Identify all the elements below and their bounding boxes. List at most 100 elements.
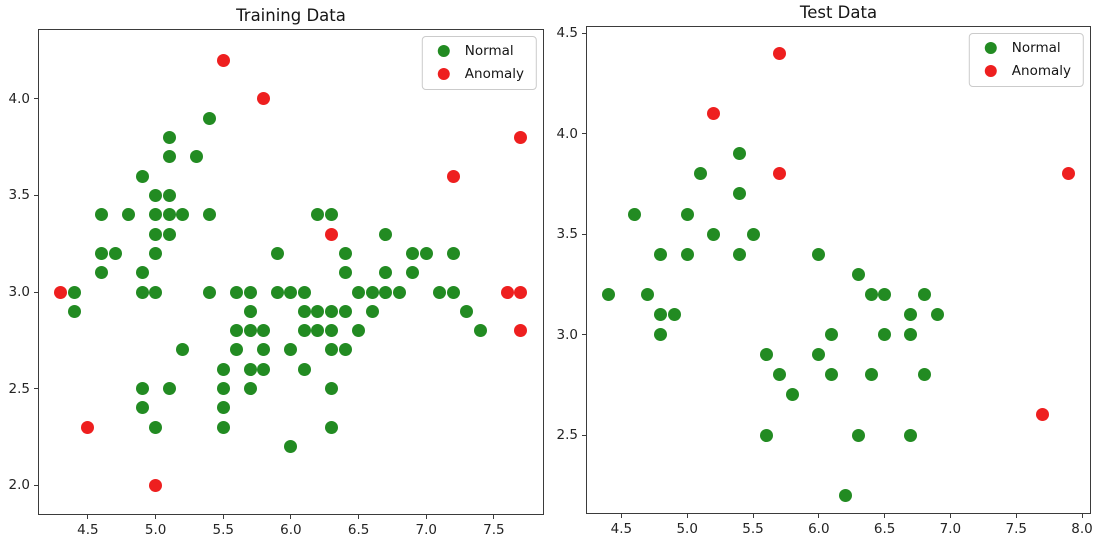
legend-item-normal: Normal xyxy=(978,40,1071,56)
data-point-normal xyxy=(243,382,257,396)
data-point-normal xyxy=(851,267,865,281)
y-tick xyxy=(34,98,38,100)
data-point-normal xyxy=(189,150,203,164)
data-point-normal xyxy=(707,227,721,241)
data-point-normal xyxy=(230,324,244,338)
data-point-normal xyxy=(297,324,311,338)
data-point-normal xyxy=(680,247,694,261)
data-point-normal xyxy=(149,227,163,241)
x-tick-label: 8.0 xyxy=(1071,521,1093,537)
training-plot-legend: Normal Anomaly xyxy=(421,36,537,90)
data-point-normal xyxy=(446,285,460,299)
data-point-normal xyxy=(311,304,325,318)
y-tick-label: 2.0 xyxy=(8,477,30,494)
data-point-normal xyxy=(270,246,284,260)
data-point-anomaly xyxy=(500,285,514,299)
data-point-anomaly xyxy=(81,420,95,434)
data-point-normal xyxy=(338,246,352,260)
data-point-normal xyxy=(325,208,339,222)
data-point-normal xyxy=(257,343,271,357)
data-point-normal xyxy=(379,227,393,241)
data-point-normal xyxy=(108,246,122,260)
legend-label-anomaly: Anomaly xyxy=(1011,63,1071,79)
x-tick xyxy=(290,515,292,519)
data-point-normal xyxy=(284,440,298,454)
data-point-normal xyxy=(297,304,311,318)
data-point-normal xyxy=(162,130,176,144)
data-point-normal xyxy=(419,246,433,260)
data-point-normal xyxy=(433,285,447,299)
data-point-anomaly xyxy=(514,130,528,144)
data-point-normal xyxy=(786,388,799,402)
y-tick xyxy=(34,194,38,196)
x-tick-label: 6.5 xyxy=(347,522,370,538)
data-point-normal xyxy=(149,188,163,202)
data-point-normal xyxy=(162,227,176,241)
x-tick xyxy=(1081,514,1083,518)
data-point-normal xyxy=(149,420,163,434)
x-tick xyxy=(620,514,622,518)
data-point-normal xyxy=(94,266,108,280)
x-tick-label: 5.5 xyxy=(212,522,235,538)
data-point-normal xyxy=(176,343,190,357)
x-tick xyxy=(686,514,688,518)
y-tick-label: 3.5 xyxy=(8,187,30,204)
x-tick xyxy=(493,515,495,519)
data-point-normal xyxy=(325,382,339,396)
data-point-normal xyxy=(812,348,826,362)
data-point-normal xyxy=(338,266,352,280)
data-point-normal xyxy=(243,362,257,376)
x-tick-label: 5.5 xyxy=(742,521,764,537)
y-tick-label: 2.5 xyxy=(8,380,30,397)
data-point-normal xyxy=(122,208,136,222)
data-point-normal xyxy=(825,368,839,382)
data-point-normal xyxy=(904,428,918,442)
data-point-normal xyxy=(654,247,668,261)
data-point-anomaly xyxy=(1062,167,1076,181)
x-tick xyxy=(222,515,224,519)
data-point-normal xyxy=(135,266,149,280)
data-point-normal xyxy=(94,208,108,222)
data-point-normal xyxy=(216,362,230,376)
data-point-normal xyxy=(243,285,257,299)
test-plot-title: Test Data xyxy=(799,3,878,22)
data-point-normal xyxy=(746,227,760,241)
data-point-normal xyxy=(680,207,694,221)
data-point-normal xyxy=(904,308,918,321)
normal-marker-icon xyxy=(437,45,450,57)
data-point-normal xyxy=(406,266,420,280)
y-tick xyxy=(34,291,38,293)
data-point-normal xyxy=(733,247,747,261)
data-point-normal xyxy=(257,362,271,376)
data-point-normal xyxy=(297,362,311,376)
data-point-normal xyxy=(325,304,339,318)
y-tick xyxy=(582,334,586,336)
x-tick-label: 6.5 xyxy=(873,521,896,537)
data-point-normal xyxy=(365,304,379,318)
data-point-normal xyxy=(654,328,668,342)
data-point-normal xyxy=(243,304,257,318)
data-point-normal xyxy=(878,328,892,342)
y-tick-label: 4.5 xyxy=(556,25,578,42)
data-point-normal xyxy=(284,343,298,357)
data-point-normal xyxy=(733,187,747,201)
data-point-normal xyxy=(864,287,878,301)
y-tick-label: 2.5 xyxy=(556,427,578,444)
data-point-normal xyxy=(203,285,217,299)
data-point-normal xyxy=(759,348,773,362)
x-tick xyxy=(752,514,754,518)
data-point-normal xyxy=(135,401,149,415)
data-point-anomaly xyxy=(446,169,460,183)
data-point-normal xyxy=(162,150,176,164)
data-point-normal xyxy=(135,169,149,183)
legend-item-anomaly: Anomaly xyxy=(431,66,524,82)
data-point-normal xyxy=(365,285,379,299)
data-point-normal xyxy=(473,324,487,338)
data-point-normal xyxy=(904,328,918,342)
data-point-normal xyxy=(759,428,773,442)
legend-label-normal: Normal xyxy=(464,43,514,59)
x-tick xyxy=(1015,514,1017,518)
data-point-anomaly xyxy=(149,478,163,492)
test-plot-frame xyxy=(586,26,1091,514)
x-tick-label: 6.0 xyxy=(808,521,830,537)
